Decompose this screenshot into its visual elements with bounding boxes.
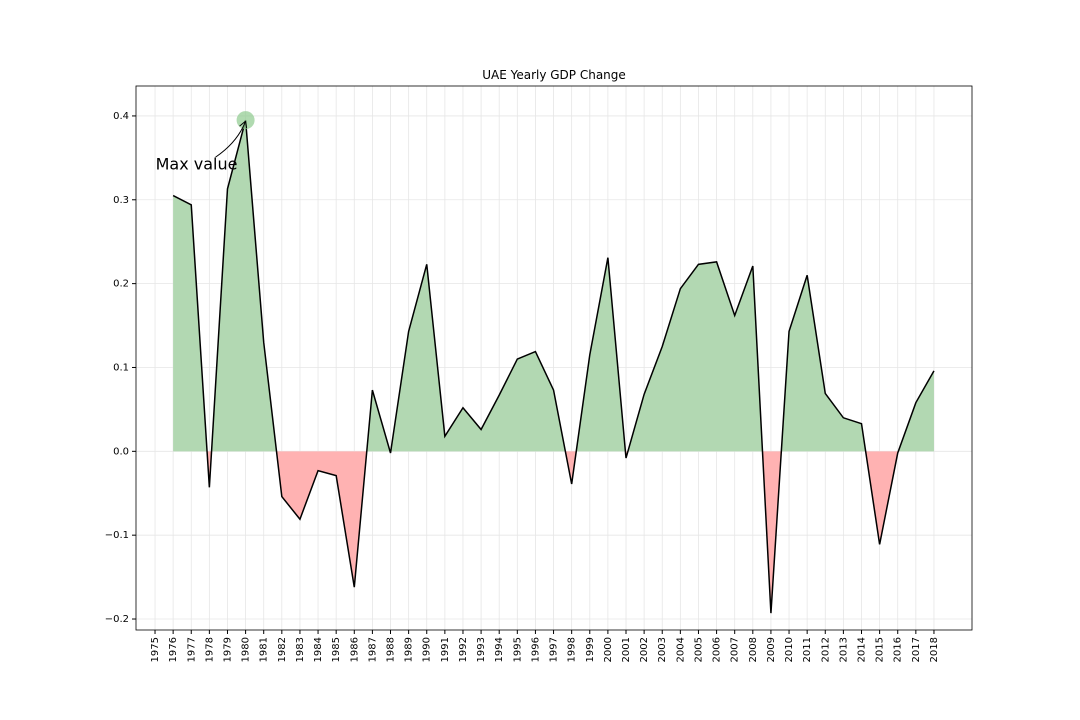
x-tick-label: 1998 bbox=[567, 637, 578, 662]
x-tick-label: 1983 bbox=[295, 637, 306, 662]
annotation-arrow bbox=[215, 120, 247, 158]
y-tick-label: −0.2 bbox=[105, 614, 129, 625]
max-marker bbox=[236, 111, 255, 130]
y-tick-label: 0.2 bbox=[113, 279, 129, 290]
x-tick-label: 2005 bbox=[693, 637, 704, 662]
x-tick-label: 1975 bbox=[150, 637, 161, 662]
negative-area bbox=[565, 451, 577, 485]
positive-area bbox=[576, 257, 626, 452]
x-tick-label: 2015 bbox=[875, 637, 886, 662]
annotation-arrowhead bbox=[239, 120, 248, 129]
x-tick-label: 2003 bbox=[657, 637, 668, 662]
x-tick-label: 1993 bbox=[476, 637, 487, 662]
x-tick-label: 2006 bbox=[712, 637, 723, 662]
x-tick-label: 2002 bbox=[639, 637, 650, 662]
x-tick-label: 2014 bbox=[856, 637, 867, 662]
positive-area bbox=[781, 275, 866, 452]
x-tick-label: 2012 bbox=[820, 637, 831, 662]
x-tick-label: 1994 bbox=[494, 637, 505, 662]
x-tick-label: 1999 bbox=[585, 637, 596, 662]
x-tick-label: 1977 bbox=[186, 637, 197, 662]
x-tick-label: 2007 bbox=[730, 637, 741, 662]
x-tick-label: 2004 bbox=[675, 637, 686, 662]
x-tick-label: 2001 bbox=[621, 637, 632, 662]
y-tick-label: 0.0 bbox=[113, 446, 129, 457]
x-tick-label: 1995 bbox=[512, 637, 523, 662]
x-tick-label: 2018 bbox=[929, 637, 940, 662]
x-tick-label: 2009 bbox=[766, 637, 777, 662]
positive-area bbox=[366, 390, 391, 452]
line bbox=[172, 119, 935, 614]
x-tick-label: 1982 bbox=[277, 637, 288, 662]
x-tick-label: 1976 bbox=[168, 637, 179, 662]
x-tick-label: 2017 bbox=[911, 637, 922, 662]
x-tick-label: 1997 bbox=[549, 637, 560, 662]
y-tick-label: 0.3 bbox=[113, 195, 129, 206]
x-tick-label: 2013 bbox=[838, 637, 849, 662]
negative-area bbox=[762, 451, 782, 614]
annotation: Max value bbox=[156, 155, 238, 174]
x-tick-label: 1990 bbox=[422, 637, 433, 662]
x-tick-label: 2000 bbox=[603, 637, 614, 662]
positive-area bbox=[211, 120, 277, 452]
x-tick-label: 1979 bbox=[222, 637, 233, 662]
negative-area bbox=[276, 451, 367, 588]
x-tick-label: 1989 bbox=[404, 637, 415, 662]
x-tick-label: 2010 bbox=[784, 637, 795, 662]
x-tick-label: 2008 bbox=[748, 637, 759, 662]
chart-title: UAE Yearly GDP Change bbox=[482, 68, 626, 82]
x-tick-label: 1991 bbox=[440, 637, 451, 662]
x-tick-label: 1980 bbox=[241, 637, 252, 662]
x-tick-label: 1985 bbox=[331, 637, 342, 662]
x-tick-label: 1986 bbox=[349, 637, 360, 662]
positive-area bbox=[390, 264, 566, 452]
x-tick-label: 1992 bbox=[458, 637, 469, 662]
x-tick-label: 1978 bbox=[204, 637, 215, 662]
y-tick-label: 0.1 bbox=[113, 362, 129, 373]
y-tick-label: 0.4 bbox=[113, 111, 129, 122]
x-tick-label: 2011 bbox=[802, 637, 813, 662]
negative-area bbox=[865, 451, 899, 545]
x-tick-label: 1981 bbox=[259, 637, 270, 662]
positive-area bbox=[627, 261, 763, 452]
x-tick-label: 1996 bbox=[530, 637, 541, 662]
x-tick-label: 1987 bbox=[367, 637, 378, 662]
positive-area bbox=[898, 370, 934, 452]
x-tick-label: 1988 bbox=[386, 637, 397, 662]
y-tick-label: −0.1 bbox=[105, 530, 129, 541]
x-tick-label: 2016 bbox=[893, 637, 904, 662]
positive-area bbox=[173, 195, 208, 452]
x-tick-label: 1984 bbox=[313, 637, 324, 662]
plot-frame bbox=[135, 85, 973, 631]
